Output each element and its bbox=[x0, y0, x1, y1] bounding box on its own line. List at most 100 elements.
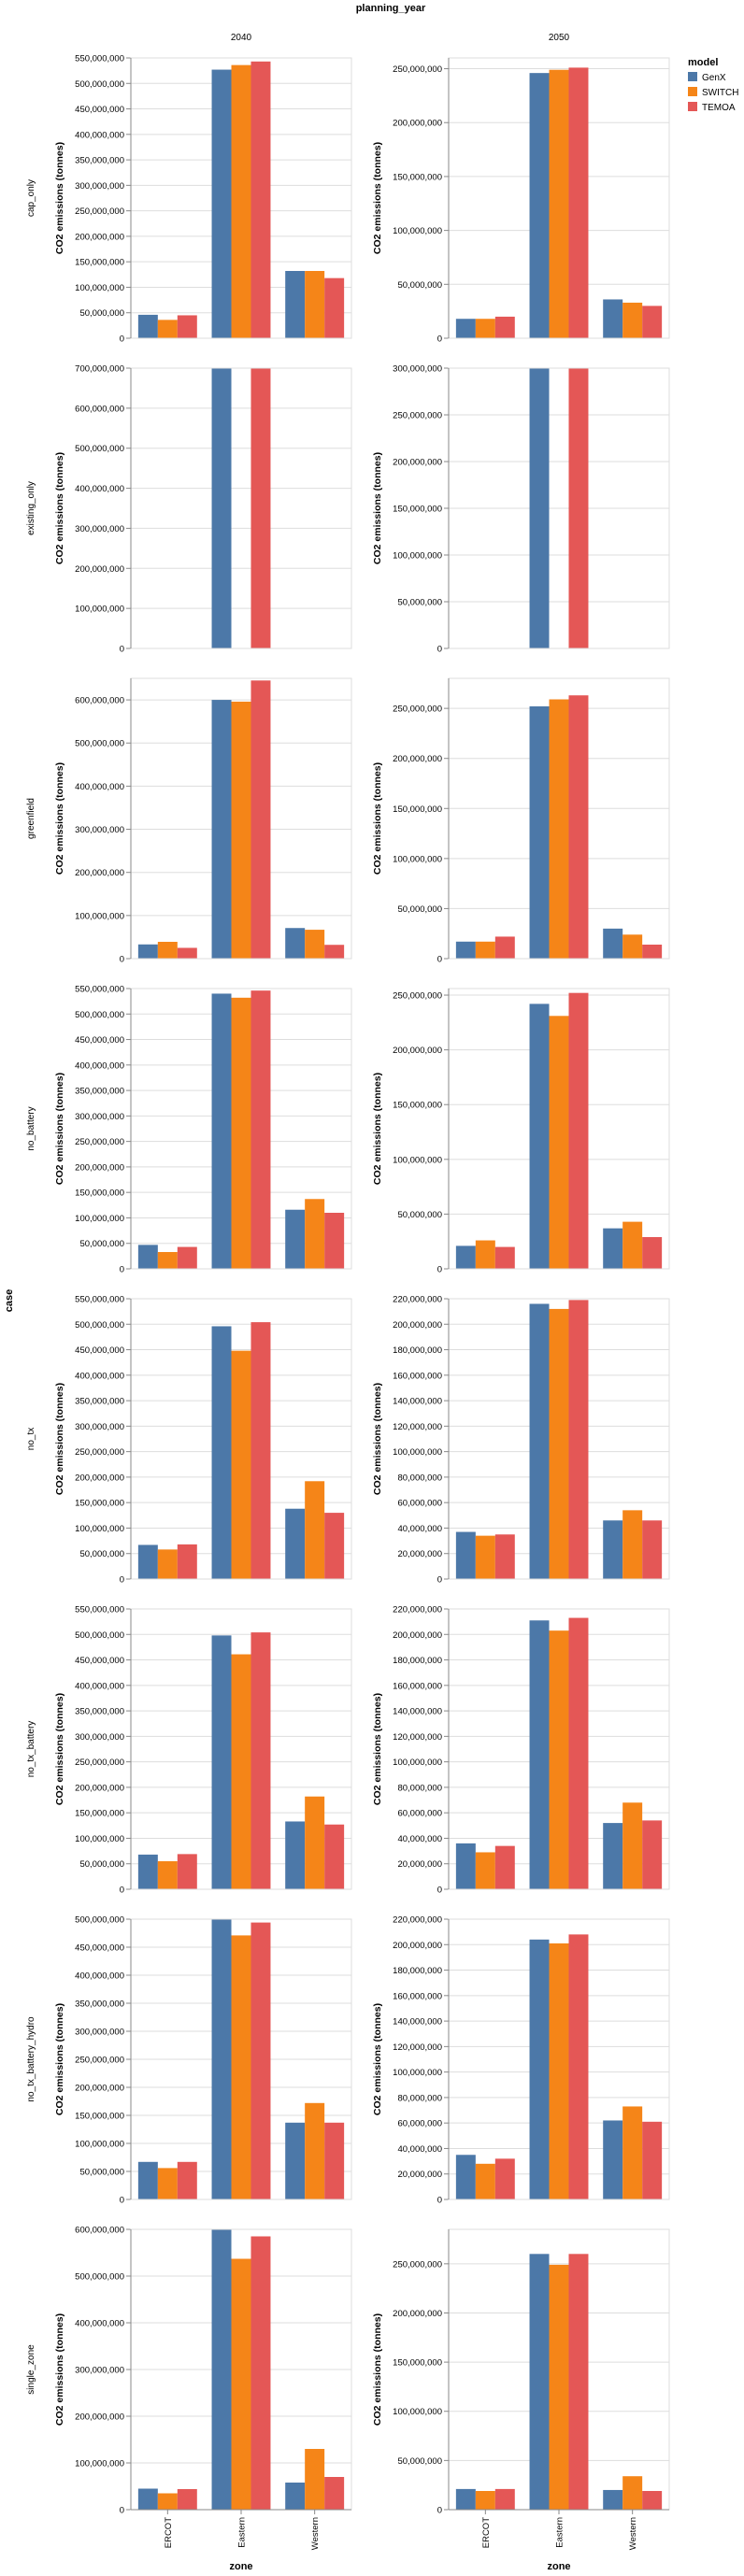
y-tick-label: 50,000,000 bbox=[397, 598, 442, 608]
y-axis-title: CO2 emissions (tonnes) bbox=[54, 452, 65, 564]
panel-frame bbox=[130, 367, 352, 649]
bar-switch-western bbox=[622, 1221, 643, 1269]
y-tick-label: 140,000,000 bbox=[393, 1397, 442, 1407]
bar-switch-western bbox=[305, 2449, 325, 2510]
bar-genx-western bbox=[603, 928, 623, 959]
bar-switch-eastern bbox=[231, 1350, 251, 1579]
y-tick-label: 140,000,000 bbox=[393, 2017, 442, 2028]
panel-cap-only-2040: 0 50,000,000 100,000,000 150,000,000 200,000… bbox=[26, 54, 352, 345]
y-tick-label: 200,000,000 bbox=[393, 1046, 442, 1056]
y-tick-label: 300,000,000 bbox=[75, 1422, 124, 1432]
y-tick-label: 100,000,000 bbox=[75, 2140, 124, 2150]
bar-temoa-eastern bbox=[568, 67, 589, 338]
y-tick-label: 100,000,000 bbox=[393, 1447, 442, 1458]
column-label-2050: 2050 bbox=[549, 33, 570, 43]
y-axis-title: CO2 emissions (tonnes) bbox=[54, 1383, 65, 1495]
x-tick-label-eastern: Eastern bbox=[555, 2517, 565, 2548]
y-tick-label: 150,000,000 bbox=[75, 1499, 124, 1509]
y-tick-label: 250,000,000 bbox=[393, 991, 442, 1002]
bar-switch-western bbox=[305, 1481, 325, 1579]
bar-switch-western bbox=[622, 1510, 643, 1579]
y-tick-label: 100,000,000 bbox=[393, 226, 442, 236]
bar-genx-western bbox=[285, 928, 306, 959]
row-label-single-zone: single_zone bbox=[26, 2344, 36, 2395]
y-tick-label: 50,000,000 bbox=[397, 1210, 442, 1220]
bar-temoa-western bbox=[324, 945, 345, 959]
bar-genx-western bbox=[285, 2483, 306, 2510]
y-axis-title: CO2 emissions (tonnes) bbox=[372, 452, 383, 564]
column-label-2040: 2040 bbox=[231, 33, 252, 43]
bar-temoa-western bbox=[324, 2477, 345, 2510]
y-tick-label: 400,000,000 bbox=[75, 782, 124, 792]
y-tick-label: 200,000,000 bbox=[393, 1320, 442, 1331]
bar-temoa-ercot bbox=[177, 1854, 197, 1889]
row-label-cap-only: cap_only bbox=[26, 179, 36, 217]
panel-no-tx-battery-hydro-2040: 0 50,000,000 100,000,000 150,000,000 200,000… bbox=[26, 1915, 352, 2206]
bar-temoa-eastern bbox=[568, 368, 589, 648]
bar-genx-ercot bbox=[455, 2155, 476, 2199]
y-tick-label: 150,000,000 bbox=[393, 505, 442, 515]
x-tick-label-ercot: ERCOT bbox=[481, 2517, 492, 2548]
bar-switch-eastern bbox=[231, 2258, 251, 2510]
y-tick-label: 0 bbox=[437, 1575, 442, 1586]
y-tick-label: 500,000,000 bbox=[75, 739, 124, 749]
y-tick-label: 100,000,000 bbox=[75, 2459, 124, 2469]
y-tick-label: 0 bbox=[437, 2506, 442, 2516]
bar-genx-eastern bbox=[211, 368, 232, 648]
bar-switch-ercot bbox=[157, 1252, 178, 1269]
y-tick-label: 300,000,000 bbox=[75, 181, 124, 192]
bar-genx-eastern bbox=[211, 1919, 232, 2199]
y-axis-title: CO2 emissions (tonnes) bbox=[372, 1383, 383, 1495]
panel-no-tx-2040: 0 50,000,000 100,000,000 150,000,000 200,000… bbox=[26, 1295, 352, 1586]
bar-genx-eastern bbox=[211, 1326, 232, 1579]
y-tick-label: 450,000,000 bbox=[75, 1345, 124, 1356]
y-tick-label: 100,000,000 bbox=[393, 1758, 442, 1768]
bar-switch-eastern bbox=[231, 1935, 251, 2199]
y-tick-label: 350,000,000 bbox=[75, 2000, 124, 2010]
y-tick-label: 0 bbox=[437, 1265, 442, 1275]
y-tick-label: 220,000,000 bbox=[393, 1605, 442, 1615]
bar-switch-western bbox=[622, 934, 643, 959]
bar-switch-ercot bbox=[475, 1240, 495, 1269]
y-tick-label: 120,000,000 bbox=[393, 1732, 442, 1743]
y-tick-label: 250,000,000 bbox=[75, 1137, 124, 1147]
y-tick-label: 180,000,000 bbox=[393, 1656, 442, 1666]
bar-temoa-ercot bbox=[177, 947, 197, 959]
bar-temoa-eastern bbox=[250, 680, 271, 959]
bar-genx-western bbox=[285, 271, 306, 338]
y-tick-label: 0 bbox=[120, 2506, 124, 2516]
bar-genx-western bbox=[285, 1209, 306, 1269]
y-tick-label: 180,000,000 bbox=[393, 1345, 442, 1356]
y-tick-label: 500,000,000 bbox=[75, 1320, 124, 1331]
panel-greenfield-2050: 0 50,000,000 100,000,000 150,000,000 200,000… bbox=[372, 677, 670, 965]
bar-switch-eastern bbox=[549, 1943, 569, 2199]
y-tick-label: 200,000,000 bbox=[75, 1162, 124, 1173]
y-tick-label: 220,000,000 bbox=[393, 1295, 442, 1305]
bar-genx-ercot bbox=[137, 1245, 158, 1269]
bar-temoa-eastern bbox=[568, 1934, 589, 2199]
legend-swatch-genx bbox=[688, 72, 697, 81]
bar-temoa-eastern bbox=[250, 61, 271, 339]
bar-temoa-ercot bbox=[494, 936, 515, 959]
panel-cap-only-2050: 0 50,000,000 100,000,000 150,000,000 200,000… bbox=[372, 57, 670, 345]
bar-switch-eastern bbox=[231, 64, 251, 339]
panel-single-zone-2050: 0 50,000,000 100,000,000 150,000,000 200,000… bbox=[372, 2228, 670, 2550]
y-tick-label: 450,000,000 bbox=[75, 105, 124, 115]
bar-switch-western bbox=[305, 271, 325, 338]
bar-switch-western bbox=[622, 302, 643, 338]
y-tick-label: 500,000,000 bbox=[75, 79, 124, 90]
y-axis-title: CO2 emissions (tonnes) bbox=[372, 2003, 383, 2115]
panel-existing-only-2050: 0 50,000,000 100,000,000 150,000,000 200,000… bbox=[372, 364, 670, 655]
bar-switch-western bbox=[622, 1802, 643, 1889]
bar-genx-eastern bbox=[529, 73, 550, 339]
bar-switch-ercot bbox=[475, 319, 495, 338]
y-tick-label: 300,000,000 bbox=[393, 364, 442, 375]
bar-temoa-eastern bbox=[250, 368, 271, 648]
bar-genx-eastern bbox=[529, 1303, 550, 1579]
y-tick-label: 160,000,000 bbox=[393, 1681, 442, 1691]
y-tick-label: 100,000,000 bbox=[75, 911, 124, 921]
y-tick-label: 400,000,000 bbox=[75, 1971, 124, 1982]
bar-switch-eastern bbox=[231, 997, 251, 1269]
y-tick-label: 200,000,000 bbox=[75, 2412, 124, 2423]
x-tick-label-eastern: Eastern bbox=[237, 2517, 248, 2548]
